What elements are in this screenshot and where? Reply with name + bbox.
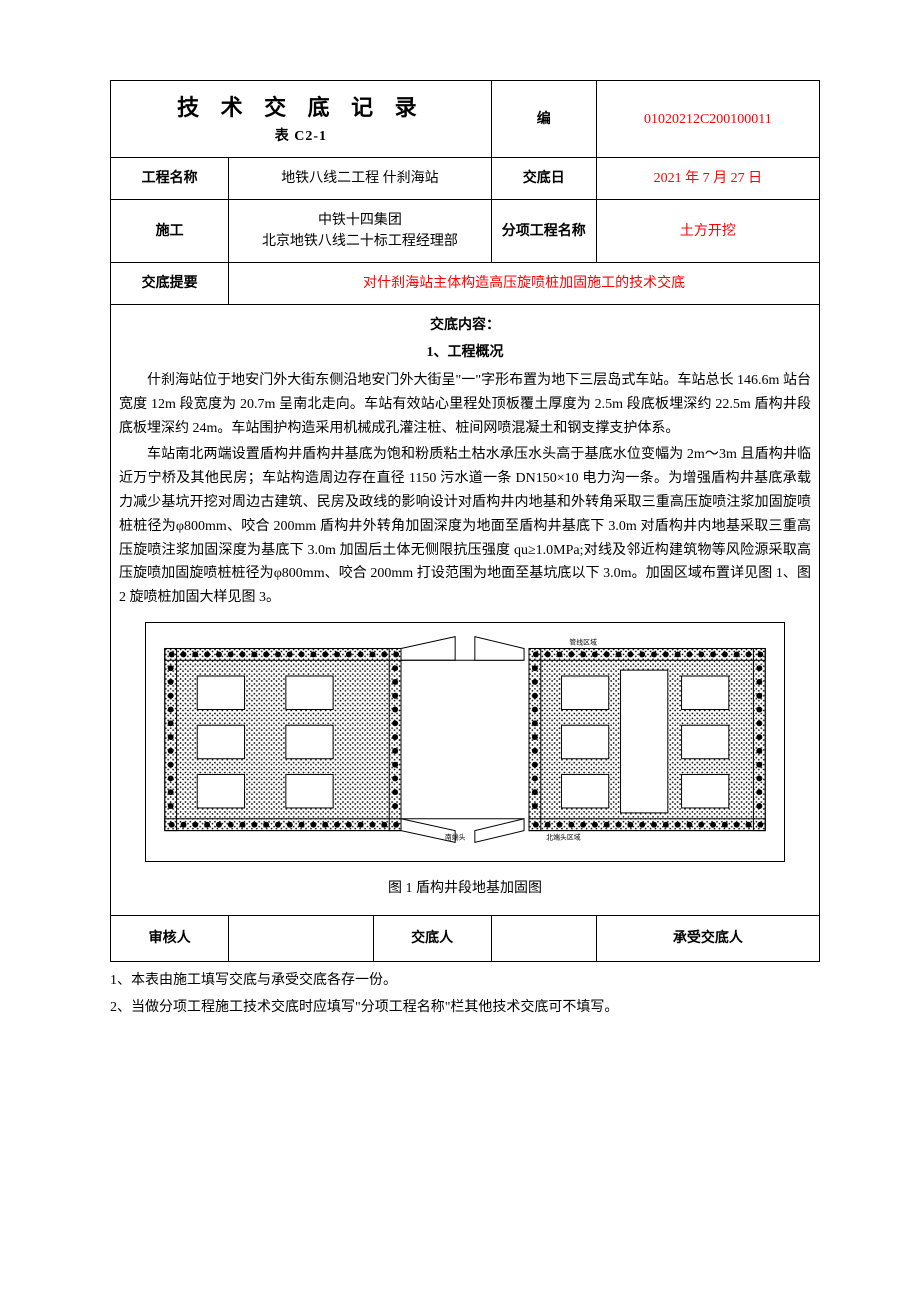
disclosed-by-value bbox=[491, 915, 596, 961]
project-label: 工程名称 bbox=[111, 158, 229, 200]
doc-title: 技 术 交 底 记 录 bbox=[119, 91, 483, 126]
date-label: 交底日 bbox=[491, 158, 596, 200]
record-table: 技 术 交 底 记 录 表 C2-1 编 01020212C200100011 … bbox=[110, 80, 820, 962]
footnotes: 1、本表由施工填写交底与承受交底各存一份。 2、当做分项工程施工技术交底时应填写… bbox=[110, 970, 820, 1018]
date-value: 2021 年 7 月 27 日 bbox=[596, 158, 819, 200]
received-by-cell: 承受交底人 bbox=[596, 915, 819, 961]
contractor-line1: 中铁十四集团 bbox=[237, 210, 483, 231]
doc-subtitle: 表 C2-1 bbox=[119, 126, 483, 147]
note-2: 2、当做分项工程施工技术交底时应填写"分项工程名称"栏其他技术交底可不填写。 bbox=[110, 997, 820, 1018]
subitem-label: 分项工程名称 bbox=[491, 200, 596, 263]
disclosed-by-label: 交底人 bbox=[373, 915, 491, 961]
content-label: 交底内容： bbox=[119, 315, 811, 336]
code-label: 编 bbox=[491, 81, 596, 158]
figure-1-caption: 图 1 盾构井段地基加固图 bbox=[119, 878, 811, 899]
diagram-label-top: 管线区域 bbox=[569, 638, 597, 647]
diagram-label-left: 南端头 bbox=[445, 832, 466, 841]
tip-value: 对什刹海站主体构造高压旋喷桩加固施工的技术交底 bbox=[229, 263, 820, 305]
contractor-value: 中铁十四集团 北京地铁八线二十标工程经理部 bbox=[229, 200, 492, 263]
contractor-label: 施工 bbox=[111, 200, 229, 263]
tip-label: 交底提要 bbox=[111, 263, 229, 305]
contractor-line2: 北京地铁八线二十标工程经理部 bbox=[237, 231, 483, 252]
project-value: 地铁八线二工程 什刹海站 bbox=[229, 158, 492, 200]
para-1: 什刹海站位于地安门外大街东侧沿地安门外大街呈"一"字形布置为地下三层岛式车站。车… bbox=[119, 369, 811, 440]
diagram-label-right: 北端头区域 bbox=[546, 832, 581, 841]
figure-1-diagram: 南端头 北端头区域 管线区域 bbox=[145, 622, 785, 862]
reviewer-value bbox=[229, 915, 373, 961]
reinforcement-plan-svg: 南端头 北端头区域 管线区域 bbox=[150, 627, 780, 857]
para-2: 车站南北两端设置盾构井盾构井基底为饱和粉质粘土枯水承压水头高于基底水位变幅为 2… bbox=[119, 443, 811, 610]
code-value: 01020212C200100011 bbox=[596, 81, 819, 158]
content-body: 交底内容： 1、工程概况 什刹海站位于地安门外大街东侧沿地安门外大街呈"一"字形… bbox=[111, 305, 820, 916]
reviewer-label: 审核人 bbox=[111, 915, 229, 961]
received-by-label: 承受交底人 bbox=[673, 931, 743, 946]
note-1: 1、本表由施工填写交底与承受交底各存一份。 bbox=[110, 970, 820, 991]
subitem-value: 土方开挖 bbox=[596, 200, 819, 263]
section1-title: 1、工程概况 bbox=[119, 342, 811, 363]
